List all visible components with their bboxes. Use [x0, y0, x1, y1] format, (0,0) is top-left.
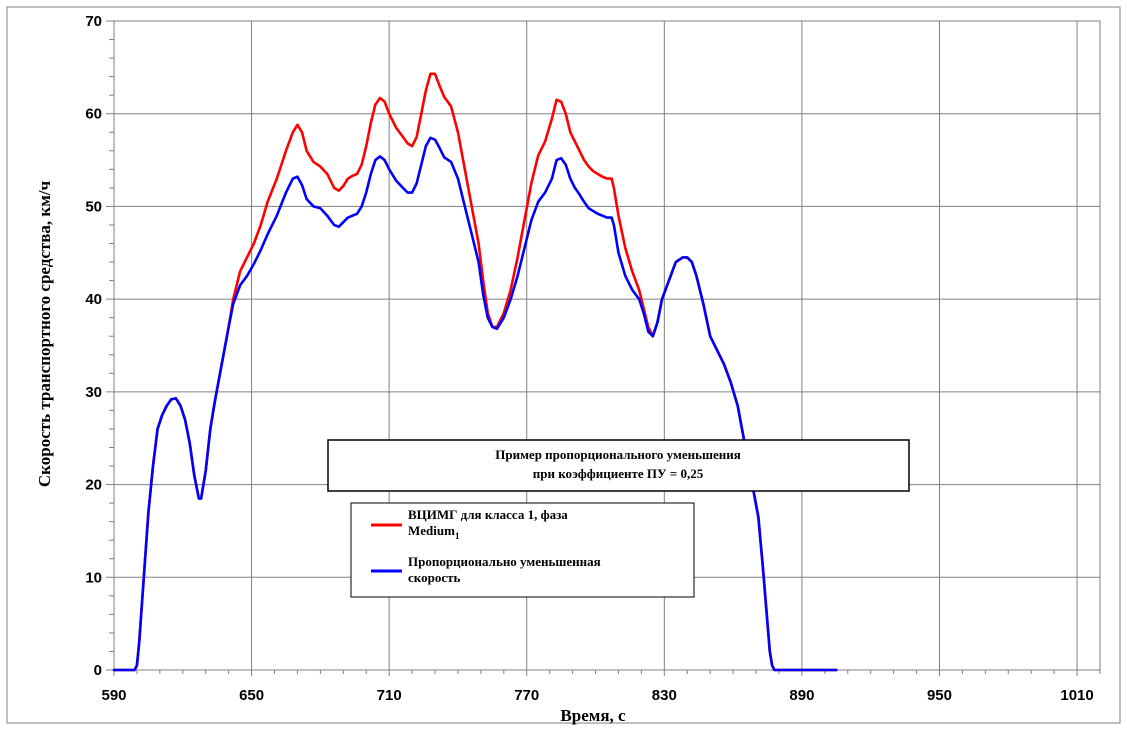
legend-label-blue-line1: Пропорционально уменьшенная: [408, 554, 601, 569]
y-tick-label-0: 0: [94, 662, 102, 679]
series-line-blue: [112, 136, 838, 672]
legend-box: [350, 502, 695, 598]
annotation-line1: Пример пропорционального уменьшения: [495, 447, 741, 462]
y-tick-label-10: 10: [85, 569, 102, 586]
y-tick-label-40: 40: [85, 291, 102, 308]
legend-label-red-line2: Medium1: [408, 523, 460, 541]
annotation-box: Пример пропорционального уменьшения при …: [327, 439, 910, 492]
annotation-line2: при коэффициенте ПУ = 0,25: [533, 466, 704, 481]
y-tick-label-70: 70: [85, 13, 102, 30]
y-tick-label-30: 30: [85, 384, 102, 401]
chart-border: [6, 6, 1121, 724]
x-tick-label-950: 950: [927, 687, 952, 704]
legend-label-red-line1: ВЦИМГ для класса 1, фаза: [408, 507, 568, 522]
y-tick-label-50: 50: [85, 198, 102, 215]
x-tick-label-590: 590: [101, 687, 126, 704]
x-tick-label-770: 770: [514, 687, 539, 704]
grid: [114, 20, 1100, 670]
x-tick-label-650: 650: [239, 687, 264, 704]
x-tick-label-890: 890: [789, 687, 814, 704]
legend-label-blue-line2: скорость: [408, 570, 460, 585]
legend: ВЦИМГ для класса 1, фаза Medium1 Пропорц…: [350, 502, 695, 598]
x-tick-label-1010: 1010: [1060, 687, 1093, 704]
x-axis-title: Время, с: [560, 706, 626, 725]
legend-label-red-medium: Medium: [408, 523, 455, 538]
legend-label-red-subscript: 1: [455, 531, 460, 541]
axes: 0 10 20 30 40 50 60 70 590 650 710 770 830 890 950 1010: [85, 13, 1101, 704]
y-tick-label-60: 60: [85, 106, 102, 123]
plot-area-frame: [113, 20, 1101, 671]
series-layer: [112, 72, 838, 672]
x-tick-label-830: 830: [652, 687, 677, 704]
y-tick-label-20: 20: [85, 477, 102, 494]
y-axis-title: Скорость транспортного средства, км/ч: [35, 180, 54, 487]
x-tick-label-710: 710: [377, 687, 402, 704]
